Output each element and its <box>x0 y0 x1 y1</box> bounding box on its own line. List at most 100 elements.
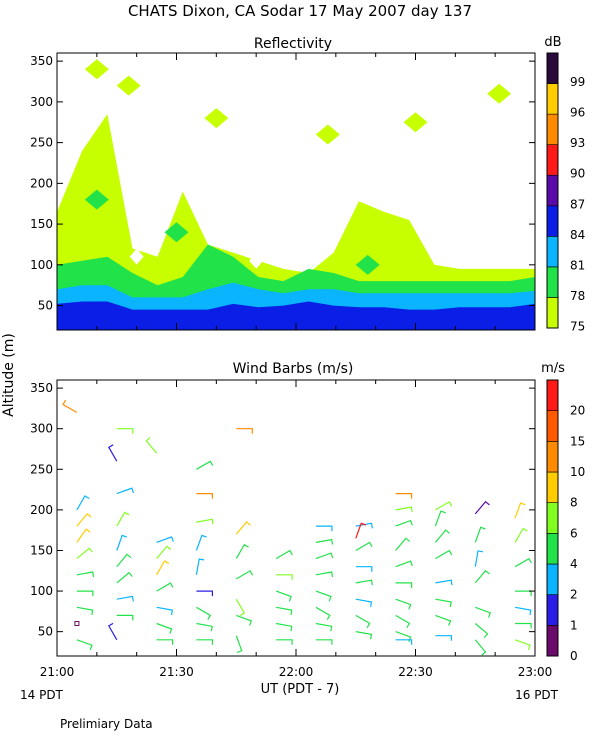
wind-unit: m/s <box>541 361 565 376</box>
y-axis-label: Altitude (m) <box>1 333 17 417</box>
colorbar-label: 84 <box>570 228 585 242</box>
wind-barb <box>76 571 95 578</box>
wind-barb <box>236 428 253 434</box>
wind-barb <box>275 606 293 616</box>
y-tick-label: 150 <box>30 217 53 231</box>
wind-barb <box>355 566 373 572</box>
wind-barb <box>195 558 205 575</box>
colorbar-segment <box>546 502 559 534</box>
reflectivity-plot: 50 100 150 200 250 300 350 <box>30 52 536 331</box>
wind-barb <box>474 526 486 543</box>
wind-barb <box>355 541 373 552</box>
colorbar-segment <box>546 533 559 565</box>
wind-barb <box>116 511 130 527</box>
wind-barb <box>395 614 411 629</box>
wind-barb <box>195 534 207 551</box>
colorbar-segment <box>546 471 559 503</box>
footer-right-time: 16 PDT <box>515 688 559 702</box>
wind-barb <box>116 614 134 621</box>
colorbar-segment <box>546 410 559 442</box>
wind-barb <box>235 570 254 580</box>
wind-barb <box>116 534 128 551</box>
wind-barb <box>355 522 367 539</box>
colorbar-label: 4 <box>570 557 578 571</box>
colorbar-segment <box>546 113 559 145</box>
wind-barb <box>196 639 213 645</box>
x-tick-label: 23:00 <box>518 665 553 679</box>
reflectivity-colorbar: 75 78 81 84 87 90 93 96 99 <box>546 52 585 334</box>
reflectivity-patch-3 <box>315 124 340 145</box>
wind-barb <box>196 460 214 470</box>
colorbar-label: 2 <box>570 588 578 602</box>
wind-barb <box>395 598 412 610</box>
y-tick-label: 350 <box>30 54 53 68</box>
wind-barb <box>196 518 214 525</box>
colorbar-segment <box>546 297 559 329</box>
wind-barbs-plot: 50 100 150 200 250 300 350 21:00 21:30 22:00 22:30… <box>30 379 553 679</box>
colorbar-label: 87 <box>570 197 585 211</box>
wind-barb <box>76 547 93 560</box>
colorbar-segment <box>546 174 559 207</box>
reflectivity-title: Reflectivity <box>254 36 332 52</box>
wind-barb <box>156 639 174 645</box>
colorbar-label: 93 <box>570 136 585 150</box>
wind-barb <box>315 525 333 532</box>
wind-barb <box>76 513 92 527</box>
colorbar-label: 78 <box>570 289 585 303</box>
wind-barb <box>116 487 135 495</box>
y-tick-label: 250 <box>30 136 53 150</box>
x-tick-label: 22:00 <box>279 665 314 679</box>
reflectivity-unit: dB <box>544 35 561 50</box>
colorbar-label: 20 <box>570 404 585 418</box>
colorbar-segment <box>546 236 559 268</box>
wind-barb <box>107 622 118 641</box>
wind-barbs-title: Wind Barbs (m/s) <box>233 361 354 377</box>
wind-barb <box>156 560 170 576</box>
wind-barb <box>395 639 413 645</box>
y-tick-label: 100 <box>30 258 53 272</box>
wind-barb <box>156 545 172 559</box>
colorbar-label: 90 <box>570 167 585 181</box>
wind-barb <box>196 493 213 499</box>
wind-barb <box>514 606 532 616</box>
wind-barb <box>514 527 528 543</box>
wind-barb <box>76 590 94 597</box>
colorbar-segment <box>546 441 559 473</box>
colorbar-label: 99 <box>570 75 585 89</box>
colorbar-segment <box>546 563 559 595</box>
x-tick-label: 22:30 <box>398 665 433 679</box>
y-tick-label: 350 <box>30 381 53 395</box>
wind-barb <box>475 606 492 618</box>
footer-note: Prelimiary Data <box>60 717 153 731</box>
colorbar-label: 15 <box>570 434 585 448</box>
colorbar-segment <box>546 379 559 411</box>
wind-barb <box>276 639 293 645</box>
wind-barb <box>474 623 489 638</box>
colorbar-label: 81 <box>570 258 585 272</box>
wind-barb <box>315 538 334 545</box>
colorbar-segment <box>546 594 559 626</box>
wind-barb <box>514 557 532 568</box>
wind-barb <box>275 549 293 560</box>
wind-barb <box>514 502 526 519</box>
reflectivity-patch-1 <box>116 75 141 96</box>
figure-title: CHATS Dixon, CA Sodar 17 May 2007 day 13… <box>128 2 472 20</box>
wind-barb <box>435 635 452 641</box>
reflectivity-patch-8 <box>355 254 380 275</box>
wind-barb <box>355 614 371 629</box>
reflectivity-gap-0 <box>129 248 144 265</box>
wind-barb <box>515 622 532 629</box>
wind-barb <box>355 598 373 608</box>
wind-barb <box>116 595 134 602</box>
wind-barb <box>434 529 450 543</box>
wind-barb <box>235 543 249 559</box>
colorbar-label: 96 <box>570 106 585 120</box>
wind-barb <box>196 622 213 632</box>
y-tick-label: 200 <box>30 503 53 517</box>
wind-barb <box>235 598 246 617</box>
reflectivity-gap-1 <box>249 252 264 269</box>
wind-barb <box>62 399 78 414</box>
y-tick-label: 300 <box>30 95 53 109</box>
wind-barb <box>474 500 490 515</box>
